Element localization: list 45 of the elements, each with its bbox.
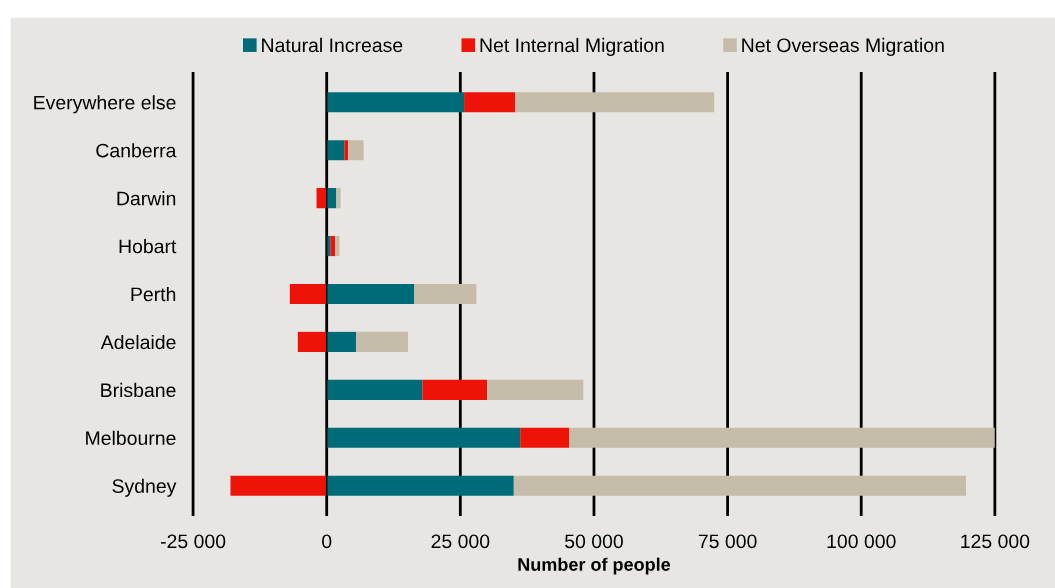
bar	[326, 475, 514, 496]
bar	[297, 331, 327, 352]
x-axis-title: Number of people	[518, 557, 671, 575]
x-tick-label: 50 000	[565, 534, 623, 549]
bar	[326, 379, 423, 400]
legend-label: Net Internal Migration	[480, 37, 664, 56]
bar	[520, 427, 570, 448]
x-tick-label: 75 000	[698, 534, 757, 549]
bar	[487, 379, 584, 400]
x-tick-label: -25 000	[160, 534, 226, 549]
x-tick-label: 25 000	[431, 534, 490, 549]
bar	[326, 331, 357, 352]
bar	[335, 236, 340, 257]
bar	[336, 188, 341, 209]
x-tick-label: 0	[322, 534, 332, 549]
x-tick-label: 125 000	[961, 534, 1030, 549]
bar	[326, 283, 415, 305]
y-tick-label: Hobart	[119, 239, 177, 254]
bar	[326, 92, 465, 113]
y-tick-label: Darwin	[117, 191, 176, 206]
x-tick-label: 100 000	[827, 534, 896, 549]
y-tick-label: Perth	[131, 286, 176, 302]
legend-label: Net Overseas Migration	[742, 37, 944, 56]
bar	[513, 475, 966, 496]
bar	[326, 427, 521, 448]
bar	[464, 92, 516, 113]
bar	[414, 283, 477, 305]
bar	[348, 140, 364, 161]
y-tick-label: Everywhere else	[34, 95, 176, 114]
bar	[330, 236, 336, 257]
bar	[326, 140, 345, 161]
bar	[569, 427, 995, 448]
bar	[289, 283, 327, 305]
y-tick-label: Sydney	[112, 478, 177, 497]
y-tick-label: Melbourne	[86, 430, 176, 446]
bar	[356, 331, 408, 352]
bar	[230, 475, 327, 496]
y-tick-label: Brisbane	[101, 382, 176, 398]
bar	[344, 140, 349, 161]
bar	[515, 92, 715, 113]
y-tick-label: Canberra	[96, 143, 177, 158]
y-tick-label: Adelaide	[100, 334, 176, 350]
legend-label: Natural Increase	[262, 37, 403, 53]
bar	[326, 188, 337, 209]
bar	[422, 379, 488, 400]
